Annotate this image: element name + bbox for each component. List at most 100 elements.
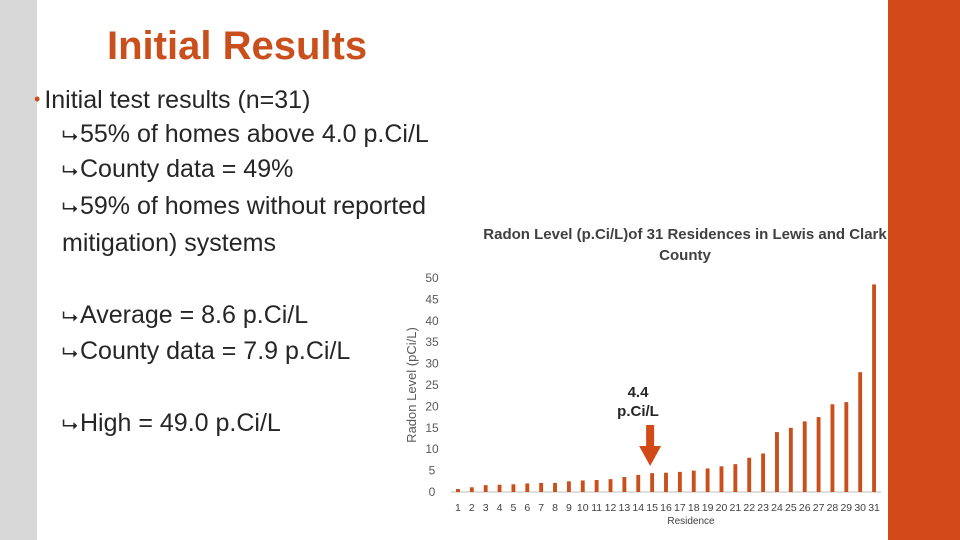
x-tick-label: 29 <box>840 502 852 514</box>
y-tick-label: 35 <box>425 335 439 349</box>
y-tick-label: 30 <box>425 357 439 371</box>
bar <box>788 427 793 492</box>
x-tick-label: 25 <box>785 502 797 514</box>
bar <box>872 284 877 492</box>
x-tick-label: 26 <box>799 502 811 514</box>
y-axis-label: Radon Level (pCi/L) <box>404 327 419 443</box>
continuation-text: mitigation) systems <box>62 229 276 257</box>
bar <box>691 470 696 492</box>
sub-item-6: ⮡High = 49.0 p.Ci/L <box>62 408 281 440</box>
sub-item-2-text: County data = 49% <box>80 155 294 183</box>
sub-item-4-text: Average = 8.6 p.Ci/L <box>80 301 309 329</box>
bar <box>858 372 863 492</box>
annotation-unit: p.Ci/L <box>617 403 659 420</box>
bullet-main: • Initial test results (n=31) <box>34 84 310 115</box>
x-tick-label: 10 <box>577 502 589 514</box>
bar <box>650 473 655 492</box>
x-tick-label: 19 <box>702 502 714 514</box>
x-tick-label: 8 <box>552 502 558 514</box>
bar <box>608 479 613 492</box>
bullet-main-text: Initial test results (n=31) <box>44 86 311 114</box>
y-tick-label: 45 <box>425 292 439 306</box>
annotation-arrow-shaft <box>646 425 655 447</box>
bar <box>747 457 752 492</box>
annotation-arrow-icon <box>639 446 662 466</box>
bar <box>622 477 627 492</box>
x-tick-label: 30 <box>854 502 866 514</box>
bar <box>497 484 502 492</box>
bar <box>553 483 557 492</box>
y-tick-label: 10 <box>425 442 439 456</box>
bar <box>761 453 766 492</box>
x-tick-label: 12 <box>605 502 617 514</box>
bar <box>636 474 641 492</box>
sub-item-5-text: County data = 7.9 p.Ci/L <box>80 337 351 365</box>
y-tick-label: 40 <box>425 314 439 328</box>
x-tick-label: 15 <box>646 502 658 514</box>
bar <box>580 480 585 492</box>
bar <box>719 466 724 492</box>
y-tick-label: 5 <box>429 464 436 478</box>
x-tick-label: 17 <box>674 502 686 514</box>
slide-title: Initial Results <box>107 24 368 68</box>
x-tick-label: 18 <box>688 502 700 514</box>
x-tick-label: 21 <box>730 502 742 514</box>
bar <box>511 484 516 492</box>
y-tick-label: 15 <box>425 421 439 435</box>
sub-item-1-text: 55% of homes above 4.0 p.Ci/L <box>80 120 429 148</box>
bar <box>525 483 530 492</box>
sub-item-5: ⮡County data = 7.9 p.Ci/L <box>62 336 350 368</box>
bar <box>594 480 599 492</box>
x-axis-label: Residence <box>667 516 715 527</box>
bar <box>664 472 668 492</box>
sub-bullet-icon: ⮡ <box>62 414 78 436</box>
sub-item-3-text: 59% of homes without reported <box>80 192 427 220</box>
annotation-value: 4.4 <box>627 384 649 401</box>
x-tick-label: 3 <box>483 502 489 514</box>
x-tick-label: 28 <box>827 502 839 514</box>
bar <box>455 489 460 492</box>
bar <box>566 481 571 492</box>
bar <box>844 402 849 492</box>
x-tick-label: 22 <box>743 502 755 514</box>
sub-bullet-icon: ⮡ <box>62 125 78 147</box>
x-tick-label: 14 <box>632 502 644 514</box>
bullet-dot-icon: • <box>34 89 41 109</box>
x-tick-label: 11 <box>591 502 602 514</box>
chart-title-line-1: Radon Level (p.Ci/L)of 31 Residences in … <box>483 226 887 243</box>
y-tick-label: 20 <box>425 399 439 413</box>
sub-bullet-icon: ⮡ <box>62 197 78 219</box>
bar <box>705 468 710 492</box>
bar <box>483 485 488 492</box>
bar <box>677 471 682 492</box>
bar <box>830 404 835 492</box>
sub-item-3: ⮡59% of homes without reported <box>62 191 426 223</box>
x-tick-label: 1 <box>455 502 461 514</box>
sub-item-6-text: High = 49.0 p.Ci/L <box>80 409 281 437</box>
bar <box>802 421 807 492</box>
x-tick-label: 2 <box>469 502 475 514</box>
x-tick-label: 13 <box>619 502 631 514</box>
y-tick-label: 25 <box>425 378 439 392</box>
bar <box>816 417 821 492</box>
sub-item-1: ⮡55% of homes above 4.0 p.Ci/L <box>62 119 429 151</box>
x-tick-label: 20 <box>716 502 728 514</box>
y-tick-label: 0 <box>429 485 436 499</box>
right-accent-bar <box>888 0 960 540</box>
bar <box>539 483 544 492</box>
x-tick-label: 16 <box>660 502 672 514</box>
chart-annotation: 4.4 p.Ci/L <box>600 383 676 421</box>
x-tick-label: 24 <box>771 502 783 514</box>
x-tick-label: 27 <box>813 502 825 514</box>
x-tick-label: 23 <box>757 502 769 514</box>
bar <box>775 432 779 492</box>
chart-title: Radon Level (p.Ci/L)of 31 Residences in … <box>450 224 920 266</box>
x-tick-label: 9 <box>566 502 572 514</box>
sub-bullet-icon: ⮡ <box>62 342 78 364</box>
x-tick-label: 4 <box>497 502 503 514</box>
left-accent-bar <box>0 0 37 540</box>
bar <box>733 464 738 492</box>
x-tick-label: 31 <box>868 502 880 514</box>
x-tick-label: 6 <box>524 502 530 514</box>
x-tick-label: 5 <box>510 502 516 514</box>
